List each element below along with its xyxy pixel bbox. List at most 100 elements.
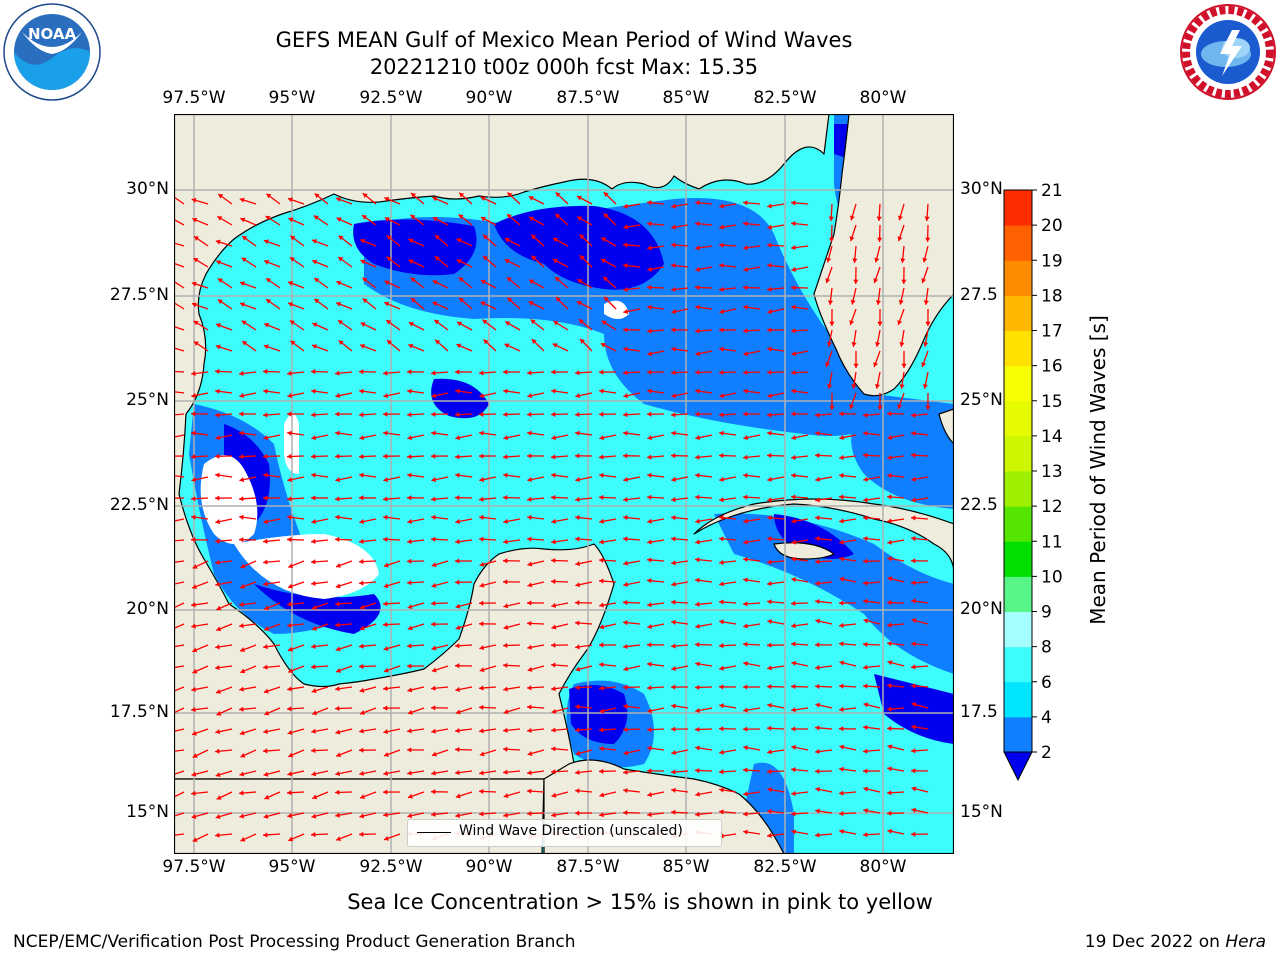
wave-direction-arrow [287,514,305,520]
wave-direction-arrow [239,623,257,629]
wave-direction-arrow [551,434,569,441]
wave-direction-arrow [383,370,401,376]
wave-direction-arrow [599,472,617,478]
wave-direction-arrow [815,725,833,731]
wave-direction-arrow [887,641,905,647]
colorbar-tick-label: 2 [1041,743,1052,763]
wave-direction-arrow [647,602,665,608]
land-mass [813,114,954,397]
wave-direction-arrow [526,788,545,794]
wave-direction-arrow [671,643,689,649]
wave-direction-arrow [767,392,785,399]
wave-direction-arrow [718,684,737,690]
wave-direction-arrow [743,707,761,713]
wave-direction-arrow [719,599,737,605]
wave-direction-arrow [430,705,449,711]
wave-direction-arrow [767,497,785,503]
wave-direction-arrow [852,245,858,263]
wave-direction-arrow [526,453,545,459]
wave-direction-arrow [671,392,689,399]
wave-direction-arrow [647,745,665,751]
wave-direction-arrow [383,833,401,841]
wave-direction-arrow [479,685,497,691]
wave-direction-arrow [695,350,713,357]
wave-direction-arrow [240,217,257,226]
wave-direction-arrow [239,370,257,376]
wave-direction-arrow [310,559,329,565]
wave-direction-arrow [670,599,689,605]
wave-direction-arrow [791,744,809,751]
colorbar-tick-label: 9 [1041,603,1052,623]
wave-direction-arrow [766,327,785,333]
lon-label-bottom: 82.5°W [753,857,817,877]
wave-direction-arrow [406,412,425,418]
wave-direction-arrow [382,789,401,795]
colorbar-segment [1004,260,1032,296]
wave-direction-arrow [743,577,761,583]
wave-direction-arrow [575,644,593,650]
wave-direction-arrow [240,560,257,569]
land-mass [773,542,835,560]
wave-direction-arrow [359,770,377,776]
wave-direction-arrow [863,598,881,604]
wave-direction-arrow [263,322,281,331]
wave-direction-arrow [528,301,545,310]
wave-direction-arrow [646,284,665,290]
credit-right: 19 Dec 2022 on Hera [1085,932,1266,952]
wave-direction-arrow [214,453,233,459]
wave-direction-arrow [263,559,281,565]
wave-direction-arrow [215,559,233,565]
wave-direction-arrow [191,770,209,777]
wave-direction-arrow [287,622,305,628]
wave-direction-arrow [719,559,737,565]
wave-direction-arrow [925,224,931,243]
wave-direction-arrow [791,767,809,773]
wave-direction-arrow [743,304,761,310]
wave-direction-arrow [362,297,377,310]
wave-direction-arrow [599,791,617,798]
wave-direction-arrow [646,685,665,691]
wave-direction-arrow [887,660,905,667]
colorbar-segment [1004,611,1032,648]
wave-direction-arrow [886,600,905,606]
wave-direction-arrow [215,812,233,819]
wave-direction-arrow [264,707,281,716]
wave-direction-arrow [742,726,761,732]
wave-direction-arrow [550,662,569,668]
wave-direction-arrow [174,644,185,648]
wave-direction-arrow [263,472,281,478]
wave-direction-arrow [602,276,617,289]
wave-direction-arrow [407,434,425,441]
wave-direction-arrow [239,392,257,399]
lat-label-left: 25°N [126,390,169,410]
wave-direction-arrow [911,724,929,730]
wave-direction-arrow [503,791,521,799]
wave-direction-arrow [873,266,881,284]
wave-direction-arrow [766,642,785,648]
wave-direction-arrow [263,388,281,394]
wave-direction-arrow [526,600,545,606]
wave-direction-arrow [382,453,401,459]
wave-direction-arrow [766,768,785,775]
no-data-area [234,534,379,599]
wave-direction-arrow [241,320,257,331]
wave-direction-arrow [743,811,761,817]
wave-direction-arrow [576,300,593,310]
wave-direction-arrow [430,621,449,627]
wave-direction-arrow [454,495,473,501]
wave-direction-arrow [766,684,785,690]
lat-label-left: 20°N [126,599,169,619]
wave-direction-arrow [574,536,593,542]
wave-direction-arrow [901,266,907,285]
wave-direction-arrow [695,577,713,583]
wave-direction-arrow [263,728,281,734]
wave-direction-arrow [576,216,593,226]
wave-direction-arrow [815,430,833,436]
wave-direction-arrow [838,726,857,732]
wave-direction-arrow [910,768,929,774]
wave-direction-arrow [191,370,209,377]
wave-direction-arrow [671,224,689,230]
wave-direction-arrow [622,370,641,376]
colorbar-segment [1004,330,1032,367]
wave-direction-arrow [287,686,305,692]
